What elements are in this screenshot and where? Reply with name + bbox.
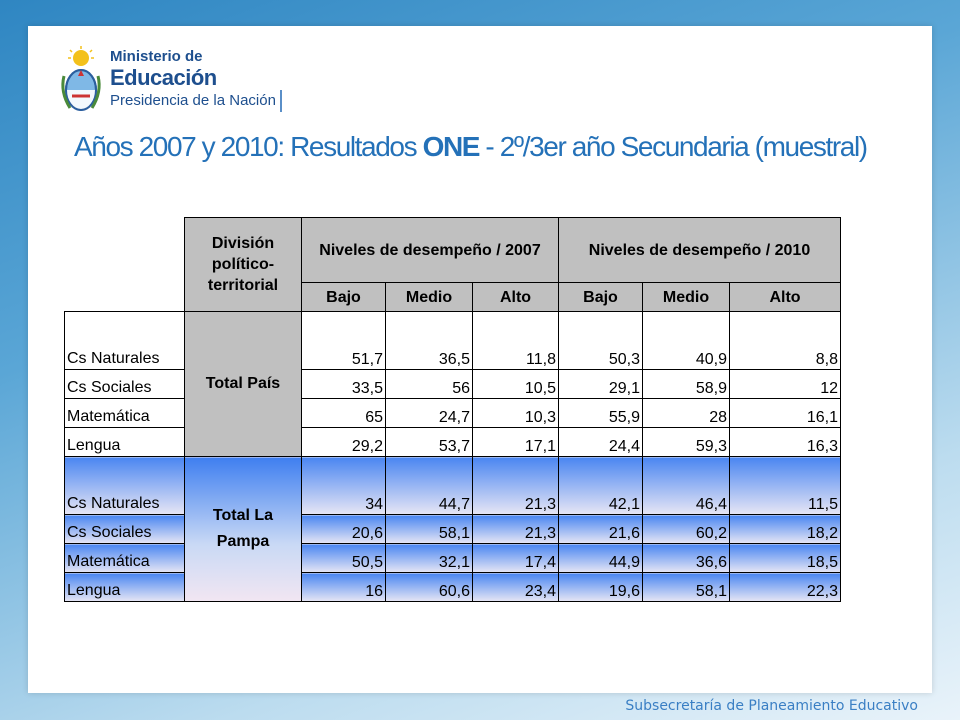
value-cell: 10,3 <box>472 398 559 428</box>
value-cell: 58,9 <box>642 369 730 399</box>
value-cell: 21,6 <box>558 514 643 544</box>
footer-text: Subsecretaría de Planeamiento Educativo <box>625 698 918 714</box>
value-cell: 33,5 <box>301 369 386 399</box>
value-cell: 21,3 <box>472 514 559 544</box>
sub-header: Bajo <box>558 282 643 312</box>
value-cell: 8,8 <box>729 311 841 370</box>
group-cell: Total País <box>184 311 302 457</box>
value-cell: 11,5 <box>729 456 841 515</box>
results-table: División político-territorial Niveles de… <box>64 217 841 602</box>
header-division: División político-territorial <box>184 217 302 312</box>
subject-cell: Lengua <box>64 427 185 457</box>
value-cell: 18,2 <box>729 514 841 544</box>
table-row: Cs Sociales 20,6 58,1 21,3 21,6 60,2 18,… <box>64 514 841 544</box>
value-cell: 50,3 <box>558 311 643 370</box>
value-cell: 24,7 <box>385 398 473 428</box>
value-cell: 46,4 <box>642 456 730 515</box>
value-cell: 16,1 <box>729 398 841 428</box>
header-2010: Niveles de desempeño / 2010 <box>558 217 841 283</box>
value-cell: 12 <box>729 369 841 399</box>
table-row: Lengua 29,2 53,7 17,1 24,4 59,3 16,3 <box>64 427 841 457</box>
value-cell: 16,3 <box>729 427 841 457</box>
value-cell: 58,1 <box>385 514 473 544</box>
subject-cell: Cs Naturales <box>64 311 185 370</box>
sub-header: Alto <box>472 282 559 312</box>
value-cell: 60,2 <box>642 514 730 544</box>
subject-cell: Lengua <box>64 572 185 602</box>
value-cell: 60,6 <box>385 572 473 602</box>
value-cell: 29,2 <box>301 427 386 457</box>
logo-text: Ministerio de Educación Presidencia de l… <box>110 48 282 112</box>
value-cell: 28 <box>642 398 730 428</box>
header-2007: Niveles de desempeño / 2007 <box>301 217 559 283</box>
table-corner-cell <box>65 218 185 283</box>
value-cell: 10,5 <box>472 369 559 399</box>
subject-cell: Cs Naturales <box>64 456 185 515</box>
page-title: Años 2007 y 2010: Resultados ONE - 2º/3e… <box>74 126 914 168</box>
value-cell: 17,4 <box>472 543 559 573</box>
value-cell: 23,4 <box>472 572 559 602</box>
table-row: Cs Sociales 33,5 56 10,5 29,1 58,9 12 <box>64 369 841 399</box>
table-row: Matemática 65 24,7 10,3 55,9 28 16,1 <box>64 398 841 428</box>
value-cell: 20,6 <box>301 514 386 544</box>
sub-header: Medio <box>385 282 473 312</box>
value-cell: 56 <box>385 369 473 399</box>
table-corner-cell <box>65 283 185 312</box>
value-cell: 44,9 <box>558 543 643 573</box>
value-cell: 59,3 <box>642 427 730 457</box>
table-row: Cs Naturales Total País 51,7 36,5 11,8 5… <box>64 311 841 457</box>
value-cell: 65 <box>301 398 386 428</box>
subject-cell: Matemática <box>64 398 185 428</box>
national-coat-of-arms-icon <box>61 46 101 111</box>
value-cell: 11,8 <box>472 311 559 370</box>
value-cell: 44,7 <box>385 456 473 515</box>
sub-header: Bajo <box>301 282 386 312</box>
value-cell: 58,1 <box>642 572 730 602</box>
value-cell: 50,5 <box>301 543 386 573</box>
subject-cell: Cs Sociales <box>64 369 185 399</box>
value-cell: 24,4 <box>558 427 643 457</box>
value-cell: 51,7 <box>301 311 386 370</box>
value-cell: 19,6 <box>558 572 643 602</box>
title-part-2: - 2º/3er año Secundaria (muestral) <box>479 131 868 162</box>
value-cell: 17,1 <box>472 427 559 457</box>
table-row: Matemática 50,5 32,1 17,4 44,9 36,6 18,5 <box>64 543 841 573</box>
sub-header: Alto <box>729 282 841 312</box>
value-cell: 34 <box>301 456 386 515</box>
ministry-logo: Ministerio de Educación Presidencia de l… <box>58 46 298 126</box>
logo-line-3: Presidencia de la Nación <box>110 90 282 112</box>
logo-line-2: Educación <box>110 65 217 90</box>
logo-line-1: Ministerio de <box>110 48 203 65</box>
value-cell: 42,1 <box>558 456 643 515</box>
value-cell: 40,9 <box>642 311 730 370</box>
title-bold: ONE <box>422 131 481 162</box>
title-part-1: Años 2007 y 2010: Resultados <box>74 131 423 162</box>
value-cell: 36,6 <box>642 543 730 573</box>
value-cell: 21,3 <box>472 456 559 515</box>
value-cell: 55,9 <box>558 398 643 428</box>
value-cell: 29,1 <box>558 369 643 399</box>
slide: Ministerio de Educación Presidencia de l… <box>28 26 932 693</box>
value-cell: 53,7 <box>385 427 473 457</box>
sub-header: Medio <box>642 282 730 312</box>
value-cell: 36,5 <box>385 311 473 370</box>
value-cell: 32,1 <box>385 543 473 573</box>
group-cell: Total La Pampa <box>184 456 302 602</box>
subject-cell: Matemática <box>64 543 185 573</box>
subject-cell: Cs Sociales <box>64 514 185 544</box>
value-cell: 16 <box>301 572 386 602</box>
value-cell: 18,5 <box>729 543 841 573</box>
value-cell: 22,3 <box>729 572 841 602</box>
table-row: Cs Naturales Total La Pampa 34 44,7 21,3… <box>64 456 841 602</box>
table-row: Lengua 16 60,6 23,4 19,6 58,1 22,3 <box>64 572 841 602</box>
